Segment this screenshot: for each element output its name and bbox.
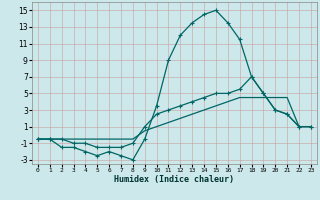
X-axis label: Humidex (Indice chaleur): Humidex (Indice chaleur) — [115, 175, 234, 184]
